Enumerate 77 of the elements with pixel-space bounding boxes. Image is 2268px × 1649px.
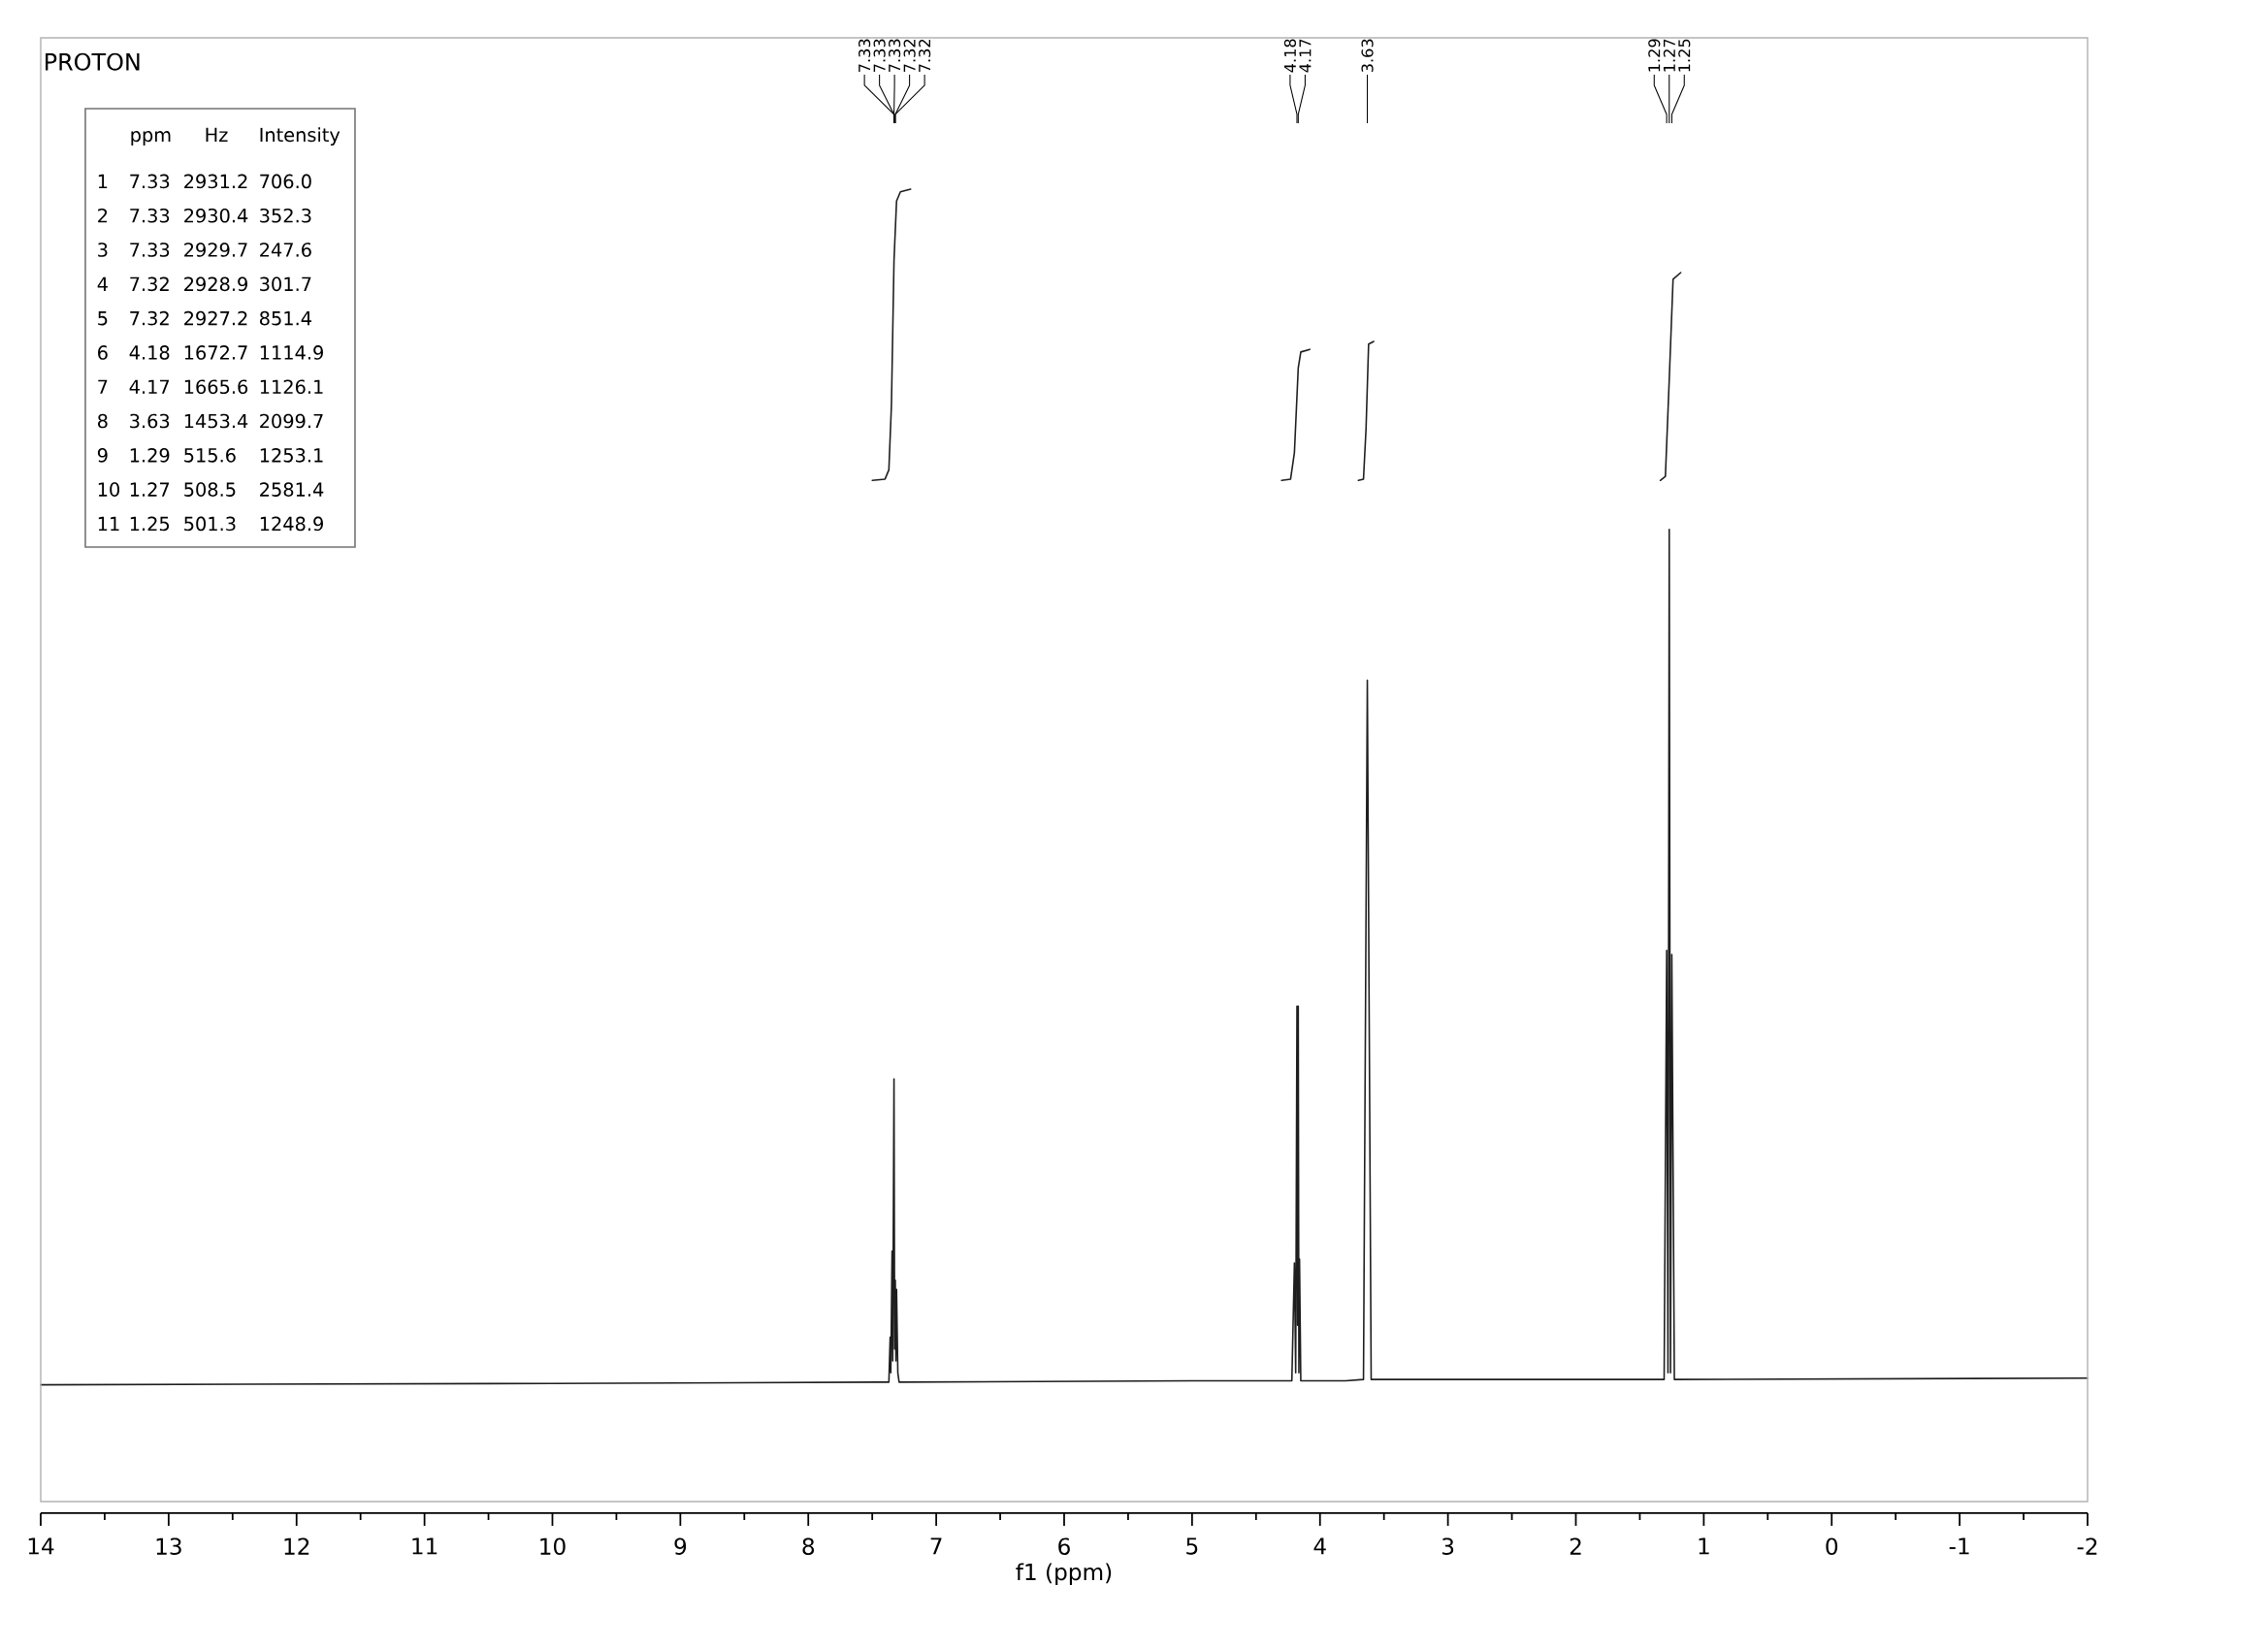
annotation: 2930.4 [184, 208, 248, 223]
annotation: 1.29 [1648, 39, 1661, 72]
annotation: 7.33 [873, 39, 886, 72]
annotation: 2927.2 [184, 310, 247, 326]
annotation: 9 [97, 448, 108, 463]
annotation: 4 [97, 276, 108, 291]
annotation: 1665.6 [184, 379, 248, 395]
text: 1 [98, 174, 108, 188]
x-axis-title: f1 (ppm) [1016, 1563, 1112, 1585]
annotation: 1.29 [130, 448, 170, 463]
x-tick-label: 14 [28, 1537, 54, 1555]
annotation: 7.33 [130, 208, 170, 223]
annotation: 11 [98, 516, 119, 531]
x-tick-label: 4 [1313, 1537, 1326, 1555]
chart-title: PROTON [46, 52, 140, 71]
annotation: 1.25 [130, 516, 170, 532]
annotation: 4.18 [129, 345, 170, 360]
annotation: 6 [98, 345, 108, 360]
x-tick-label: 10 [540, 1537, 566, 1555]
annotation: 7.32 [903, 39, 916, 72]
annotation: 515.6 [184, 448, 236, 463]
text: 7.33 [130, 174, 170, 189]
x-tick-label: 13 [156, 1537, 181, 1555]
annotation: 7.33 [889, 39, 901, 72]
annotation: 10 [98, 482, 119, 497]
text: Hz [206, 127, 228, 142]
text: ppm [131, 131, 171, 146]
annotation: 4.18 [1283, 39, 1297, 73]
annotation: 7.33 [859, 39, 871, 72]
annotation: 3 [98, 242, 108, 257]
annotation: 7.33 [130, 242, 170, 257]
annotation: 508.5 [184, 482, 236, 497]
text: 2931.2 [184, 174, 247, 189]
annotation: 1248.9 [260, 516, 323, 532]
x-tick-label: 2 [1570, 1537, 1581, 1555]
x-tick-label: 6 [1058, 1537, 1070, 1555]
annotation: 8 [98, 413, 108, 429]
annotation: 1114.9 [260, 345, 323, 360]
annotation: 4.17 [129, 379, 170, 394]
text: 706.0 [260, 174, 311, 189]
x-tick-label: 8 [802, 1537, 815, 1555]
annotation: 1.25 [1678, 39, 1691, 72]
annotation: 2928.9 [184, 276, 247, 292]
annotation: 247.6 [260, 242, 311, 257]
annotation: 4.17 [1299, 39, 1312, 73]
annotation: 2 [98, 208, 108, 223]
x-tick-label: 7 [930, 1537, 942, 1555]
annotation: 1253.1 [260, 448, 323, 463]
annotation: 3.63 [1361, 39, 1374, 73]
annotation: 1.27 [1663, 39, 1675, 72]
annotation: 7.32 [919, 39, 931, 72]
annotation: 2099.7 [260, 413, 323, 429]
x-tick-label: 1 [1699, 1537, 1709, 1555]
x-tick-label: 12 [284, 1537, 309, 1555]
x-tick-label: 11 [412, 1537, 437, 1555]
x-tick-label: 9 [674, 1537, 687, 1555]
x-tick-label: 3 [1442, 1537, 1454, 1555]
annotation: 301.7 [260, 276, 311, 292]
annotation: 2581.4 [260, 482, 324, 497]
annotation: 2929.7 [184, 242, 247, 257]
annotation: 7.32 [130, 276, 169, 292]
annotation: 5 [98, 311, 108, 326]
annotation: 352.3 [260, 208, 311, 223]
annotation: 1672.7 [184, 345, 247, 360]
annotation: 1.27 [130, 482, 170, 497]
x-tick-label: 0 [1826, 1537, 1838, 1555]
annotation: 1453.4 [184, 413, 248, 429]
text: Intensity [260, 127, 340, 146]
annotation: 501.3 [184, 516, 236, 532]
annotation: 1126.1 [260, 379, 323, 395]
annotation: 7.32 [130, 310, 169, 326]
x-tick-label: -1 [1949, 1537, 1969, 1555]
x-tick-label: -2 [2077, 1537, 2097, 1555]
annotation: 7 [98, 379, 108, 394]
annotation: 851.4 [260, 310, 311, 326]
x-tick-label: 5 [1186, 1537, 1198, 1555]
annotation: 3.63 [130, 413, 170, 429]
